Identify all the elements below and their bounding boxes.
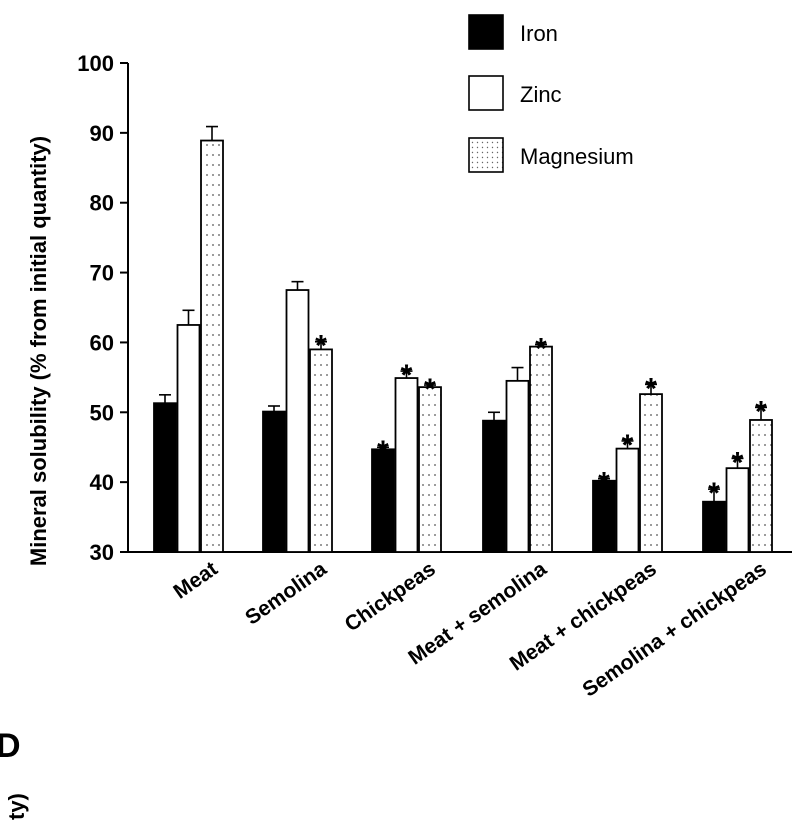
legend-item-magnesium: Magnesium bbox=[468, 137, 634, 173]
panel-letter: D bbox=[0, 727, 21, 765]
x-category-label: Chickpeas bbox=[341, 557, 440, 636]
bar-zinc-1 bbox=[176, 324, 201, 553]
bar-magnesium-4 bbox=[529, 345, 553, 553]
bar-magnesium-2 bbox=[309, 348, 333, 553]
bar-iron-2 bbox=[262, 410, 286, 553]
legend-swatch bbox=[468, 75, 504, 111]
y-tick-label: 100 bbox=[77, 51, 114, 76]
x-category-label: Meat bbox=[169, 557, 221, 603]
y-tick-label: 80 bbox=[90, 191, 114, 216]
bar-zinc-5 bbox=[615, 447, 640, 553]
y-tick-label: 70 bbox=[90, 261, 114, 286]
y-axis-label: Mineral solubility (% from initial quant… bbox=[26, 136, 51, 566]
significance-marker: * bbox=[598, 467, 610, 500]
legend-label: Magnesium bbox=[520, 144, 634, 169]
bars bbox=[153, 125, 773, 553]
bar-magnesium-1 bbox=[200, 139, 224, 553]
legend-item-iron: Iron bbox=[468, 14, 558, 50]
bar-zinc-2 bbox=[285, 289, 310, 553]
legend-swatch bbox=[468, 137, 504, 173]
y-tick-label: 90 bbox=[90, 121, 114, 146]
significance-marker: * bbox=[535, 333, 547, 366]
y-tick-label: 30 bbox=[90, 540, 114, 565]
significance-marker: * bbox=[622, 429, 634, 462]
legend-label: Zinc bbox=[520, 82, 562, 107]
significance-marker: * bbox=[424, 373, 436, 406]
legend-swatch bbox=[468, 14, 504, 50]
legend: Iron Zinc Magnesium bbox=[468, 14, 634, 173]
next-panel-axis-label-fragment: ty) bbox=[4, 793, 29, 820]
x-category-label: Semolina bbox=[241, 557, 331, 630]
legend-label: Iron bbox=[520, 21, 558, 46]
bar-magnesium-5 bbox=[639, 393, 663, 553]
bar-iron-1 bbox=[153, 402, 177, 553]
y-tick-label: 60 bbox=[90, 330, 114, 355]
significance-marker: * bbox=[377, 435, 389, 468]
significance-marker: * bbox=[755, 395, 767, 428]
axes bbox=[120, 62, 792, 553]
panel-fragment: D ty) bbox=[0, 727, 29, 820]
y-tick-label: 50 bbox=[90, 400, 114, 425]
significance-marker: * bbox=[315, 330, 327, 363]
y-tick-label: 40 bbox=[90, 470, 114, 495]
bar-zinc-3 bbox=[394, 377, 419, 553]
bar-zinc-4 bbox=[505, 379, 530, 553]
bar-iron-4 bbox=[482, 419, 506, 553]
significance-marker: * bbox=[732, 446, 744, 479]
significance-marker: * bbox=[401, 359, 413, 392]
bar-zinc-6 bbox=[725, 467, 750, 553]
labels: 30 40 50 60 70 80 90 100 Mineral solubility (% f… bbox=[26, 51, 771, 702]
bar-magnesium-3 bbox=[418, 386, 442, 553]
legend-item-zinc: Zinc bbox=[468, 75, 562, 111]
bar-magnesium-6 bbox=[749, 419, 773, 553]
significance-marker: * bbox=[708, 477, 720, 510]
x-category-label: Semolina + chickpeas bbox=[578, 557, 770, 701]
significance-marker: * bbox=[645, 372, 657, 405]
